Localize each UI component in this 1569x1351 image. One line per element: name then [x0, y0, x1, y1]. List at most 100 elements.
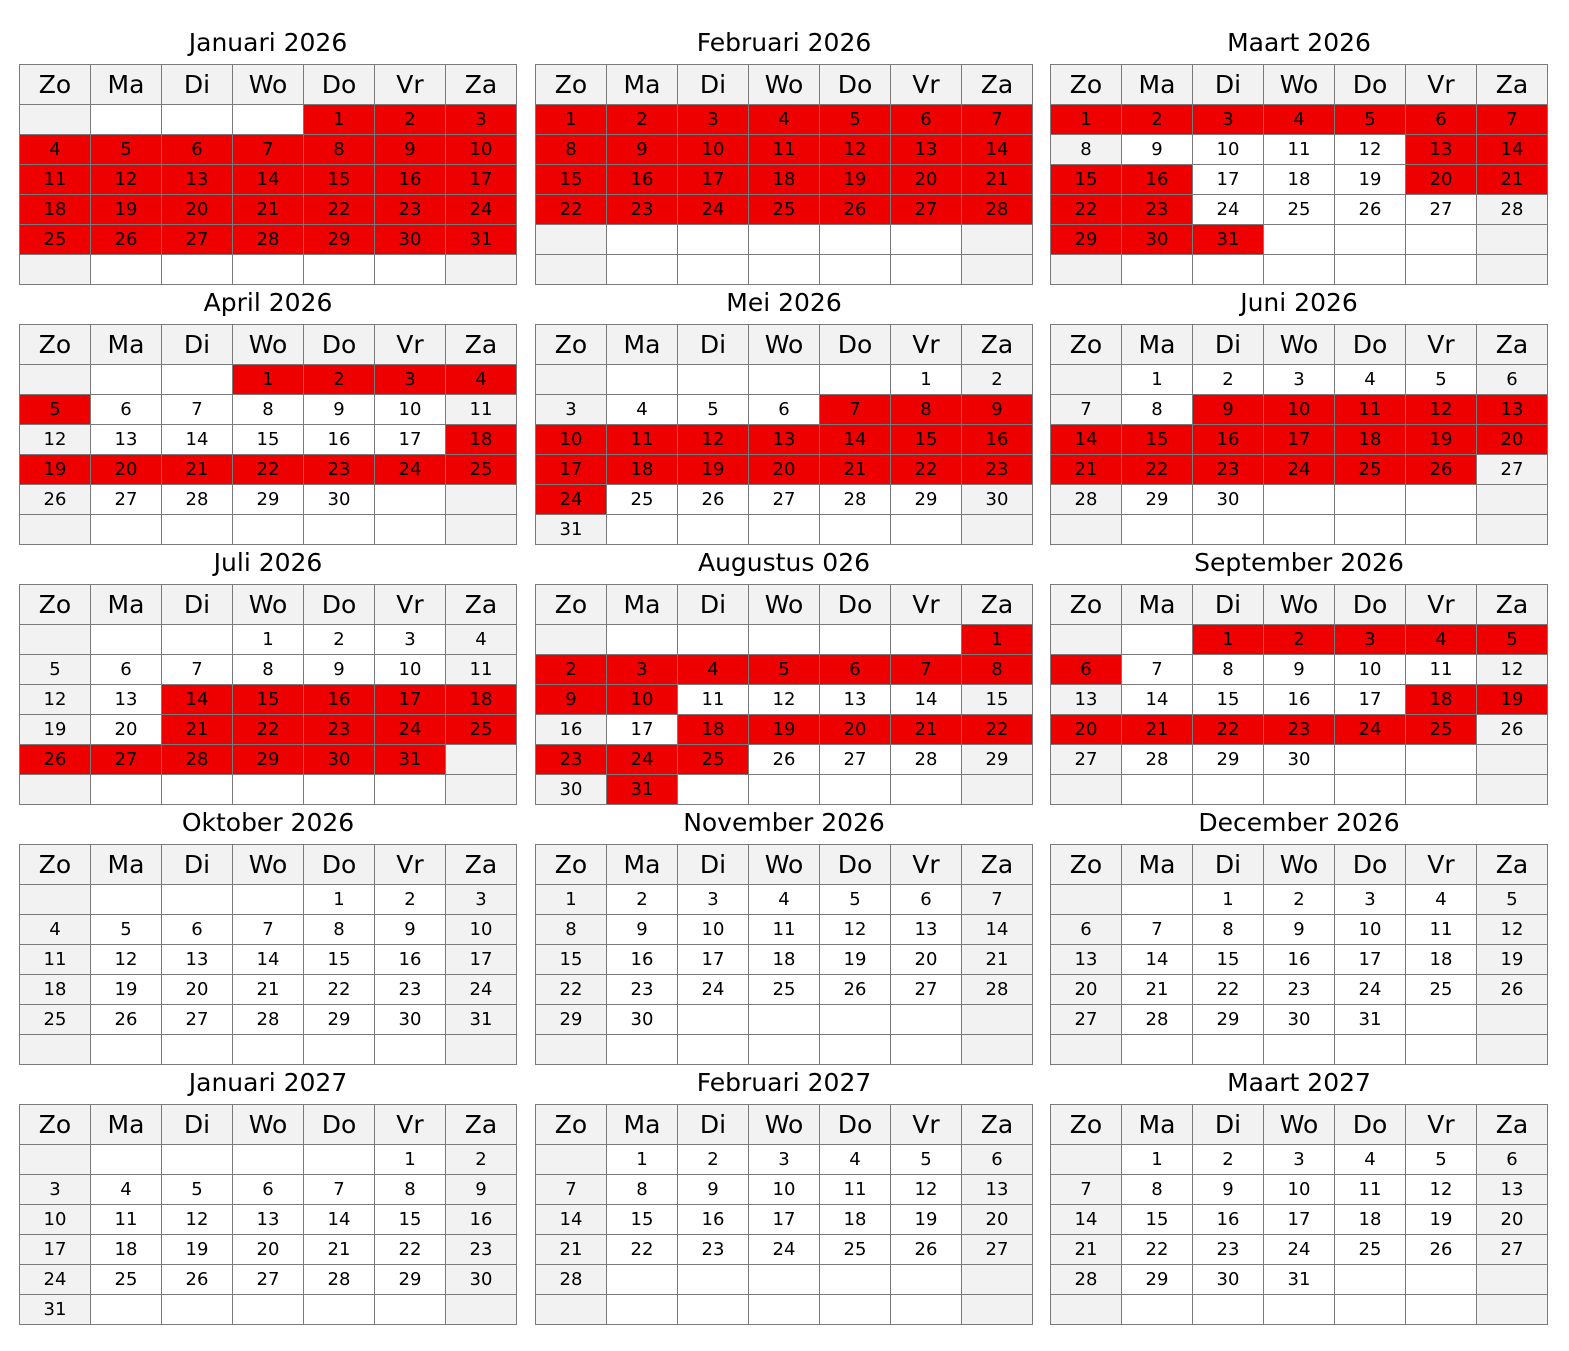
- day-cell[interactable]: 16: [1192, 1204, 1264, 1235]
- day-cell[interactable]: 2: [374, 884, 446, 915]
- day-cell[interactable]: 14: [1050, 1204, 1122, 1235]
- day-cell[interactable]: 3: [535, 394, 607, 425]
- day-cell[interactable]: 14: [232, 944, 304, 975]
- day-cell[interactable]: 28: [890, 744, 962, 775]
- day-cell[interactable]: 8: [606, 1174, 678, 1205]
- day-cell[interactable]: 12: [1334, 134, 1406, 165]
- day-cell[interactable]: 13: [890, 134, 962, 165]
- day-cell[interactable]: 13: [1476, 394, 1548, 425]
- day-cell[interactable]: 26: [161, 1264, 233, 1295]
- day-cell[interactable]: 16: [606, 164, 678, 195]
- day-cell[interactable]: 26: [90, 1004, 162, 1035]
- day-cell[interactable]: 15: [232, 684, 304, 715]
- day-cell[interactable]: 14: [890, 684, 962, 715]
- day-cell[interactable]: 19: [161, 1234, 233, 1265]
- day-cell[interactable]: 13: [1050, 944, 1122, 975]
- day-cell[interactable]: 12: [819, 134, 891, 165]
- day-cell[interactable]: 26: [819, 194, 891, 225]
- day-cell[interactable]: 28: [961, 974, 1033, 1005]
- day-cell[interactable]: 22: [374, 1234, 446, 1265]
- day-cell[interactable]: 11: [19, 164, 91, 195]
- day-cell[interactable]: 16: [1192, 424, 1264, 455]
- day-cell[interactable]: 30: [1121, 224, 1193, 255]
- day-cell[interactable]: 31: [1263, 1264, 1335, 1295]
- day-cell[interactable]: 25: [19, 1004, 91, 1035]
- day-cell[interactable]: 18: [90, 1234, 162, 1265]
- day-cell[interactable]: 9: [606, 914, 678, 945]
- day-cell[interactable]: 10: [1192, 134, 1264, 165]
- day-cell[interactable]: 21: [1476, 164, 1548, 195]
- day-cell[interactable]: 17: [445, 944, 517, 975]
- day-cell[interactable]: 10: [1263, 1174, 1335, 1205]
- day-cell[interactable]: 23: [303, 454, 375, 485]
- day-cell[interactable]: 17: [1263, 1204, 1335, 1235]
- day-cell[interactable]: 15: [1192, 944, 1264, 975]
- day-cell[interactable]: 17: [374, 684, 446, 715]
- day-cell[interactable]: 20: [161, 194, 233, 225]
- day-cell[interactable]: 18: [1405, 944, 1477, 975]
- day-cell[interactable]: 17: [748, 1204, 820, 1235]
- day-cell[interactable]: 19: [1405, 424, 1477, 455]
- day-cell[interactable]: 22: [1121, 1234, 1193, 1265]
- day-cell[interactable]: 14: [961, 914, 1033, 945]
- day-cell[interactable]: 11: [1405, 654, 1477, 685]
- day-cell[interactable]: 8: [1050, 134, 1122, 165]
- day-cell[interactable]: 8: [232, 654, 304, 685]
- day-cell[interactable]: 10: [445, 134, 517, 165]
- day-cell[interactable]: 13: [161, 944, 233, 975]
- day-cell[interactable]: 22: [232, 714, 304, 745]
- day-cell[interactable]: 16: [303, 684, 375, 715]
- day-cell[interactable]: 15: [1121, 1204, 1193, 1235]
- day-cell[interactable]: 16: [535, 714, 607, 745]
- day-cell[interactable]: 10: [606, 684, 678, 715]
- day-cell[interactable]: 10: [677, 914, 749, 945]
- day-cell[interactable]: 5: [748, 654, 820, 685]
- day-cell[interactable]: 30: [374, 224, 446, 255]
- day-cell[interactable]: 10: [748, 1174, 820, 1205]
- day-cell[interactable]: 23: [677, 1234, 749, 1265]
- day-cell[interactable]: 4: [1263, 104, 1335, 135]
- day-cell[interactable]: 4: [1334, 364, 1406, 395]
- day-cell[interactable]: 8: [1192, 654, 1264, 685]
- day-cell[interactable]: 23: [961, 454, 1033, 485]
- day-cell[interactable]: 9: [303, 394, 375, 425]
- day-cell[interactable]: 25: [90, 1264, 162, 1295]
- day-cell[interactable]: 20: [90, 714, 162, 745]
- day-cell[interactable]: 3: [445, 884, 517, 915]
- day-cell[interactable]: 6: [819, 654, 891, 685]
- day-cell[interactable]: 18: [748, 944, 820, 975]
- day-cell[interactable]: 24: [1334, 714, 1406, 745]
- day-cell[interactable]: 8: [1121, 1174, 1193, 1205]
- day-cell[interactable]: 13: [961, 1174, 1033, 1205]
- day-cell[interactable]: 14: [232, 164, 304, 195]
- day-cell[interactable]: 15: [1050, 164, 1122, 195]
- day-cell[interactable]: 14: [1476, 134, 1548, 165]
- day-cell[interactable]: 2: [1121, 104, 1193, 135]
- day-cell[interactable]: 9: [1121, 134, 1193, 165]
- day-cell[interactable]: 6: [161, 914, 233, 945]
- day-cell[interactable]: 13: [748, 424, 820, 455]
- day-cell[interactable]: 26: [1405, 1234, 1477, 1265]
- day-cell[interactable]: 13: [90, 424, 162, 455]
- day-cell[interactable]: 8: [374, 1174, 446, 1205]
- day-cell[interactable]: 6: [1050, 654, 1122, 685]
- day-cell[interactable]: 4: [1334, 1144, 1406, 1175]
- day-cell[interactable]: 11: [748, 914, 820, 945]
- day-cell[interactable]: 30: [374, 1004, 446, 1035]
- day-cell[interactable]: 10: [1263, 394, 1335, 425]
- day-cell[interactable]: 1: [606, 1144, 678, 1175]
- day-cell[interactable]: 25: [1405, 714, 1477, 745]
- day-cell[interactable]: 17: [1334, 684, 1406, 715]
- day-cell[interactable]: 25: [606, 484, 678, 515]
- day-cell[interactable]: 31: [1334, 1004, 1406, 1035]
- day-cell[interactable]: 22: [303, 974, 375, 1005]
- day-cell[interactable]: 22: [1192, 974, 1264, 1005]
- day-cell[interactable]: 26: [748, 744, 820, 775]
- day-cell[interactable]: 28: [161, 484, 233, 515]
- day-cell[interactable]: 22: [890, 454, 962, 485]
- day-cell[interactable]: 28: [232, 224, 304, 255]
- day-cell[interactable]: 4: [445, 624, 517, 655]
- day-cell[interactable]: 26: [1476, 714, 1548, 745]
- day-cell[interactable]: 6: [890, 104, 962, 135]
- day-cell[interactable]: 11: [19, 944, 91, 975]
